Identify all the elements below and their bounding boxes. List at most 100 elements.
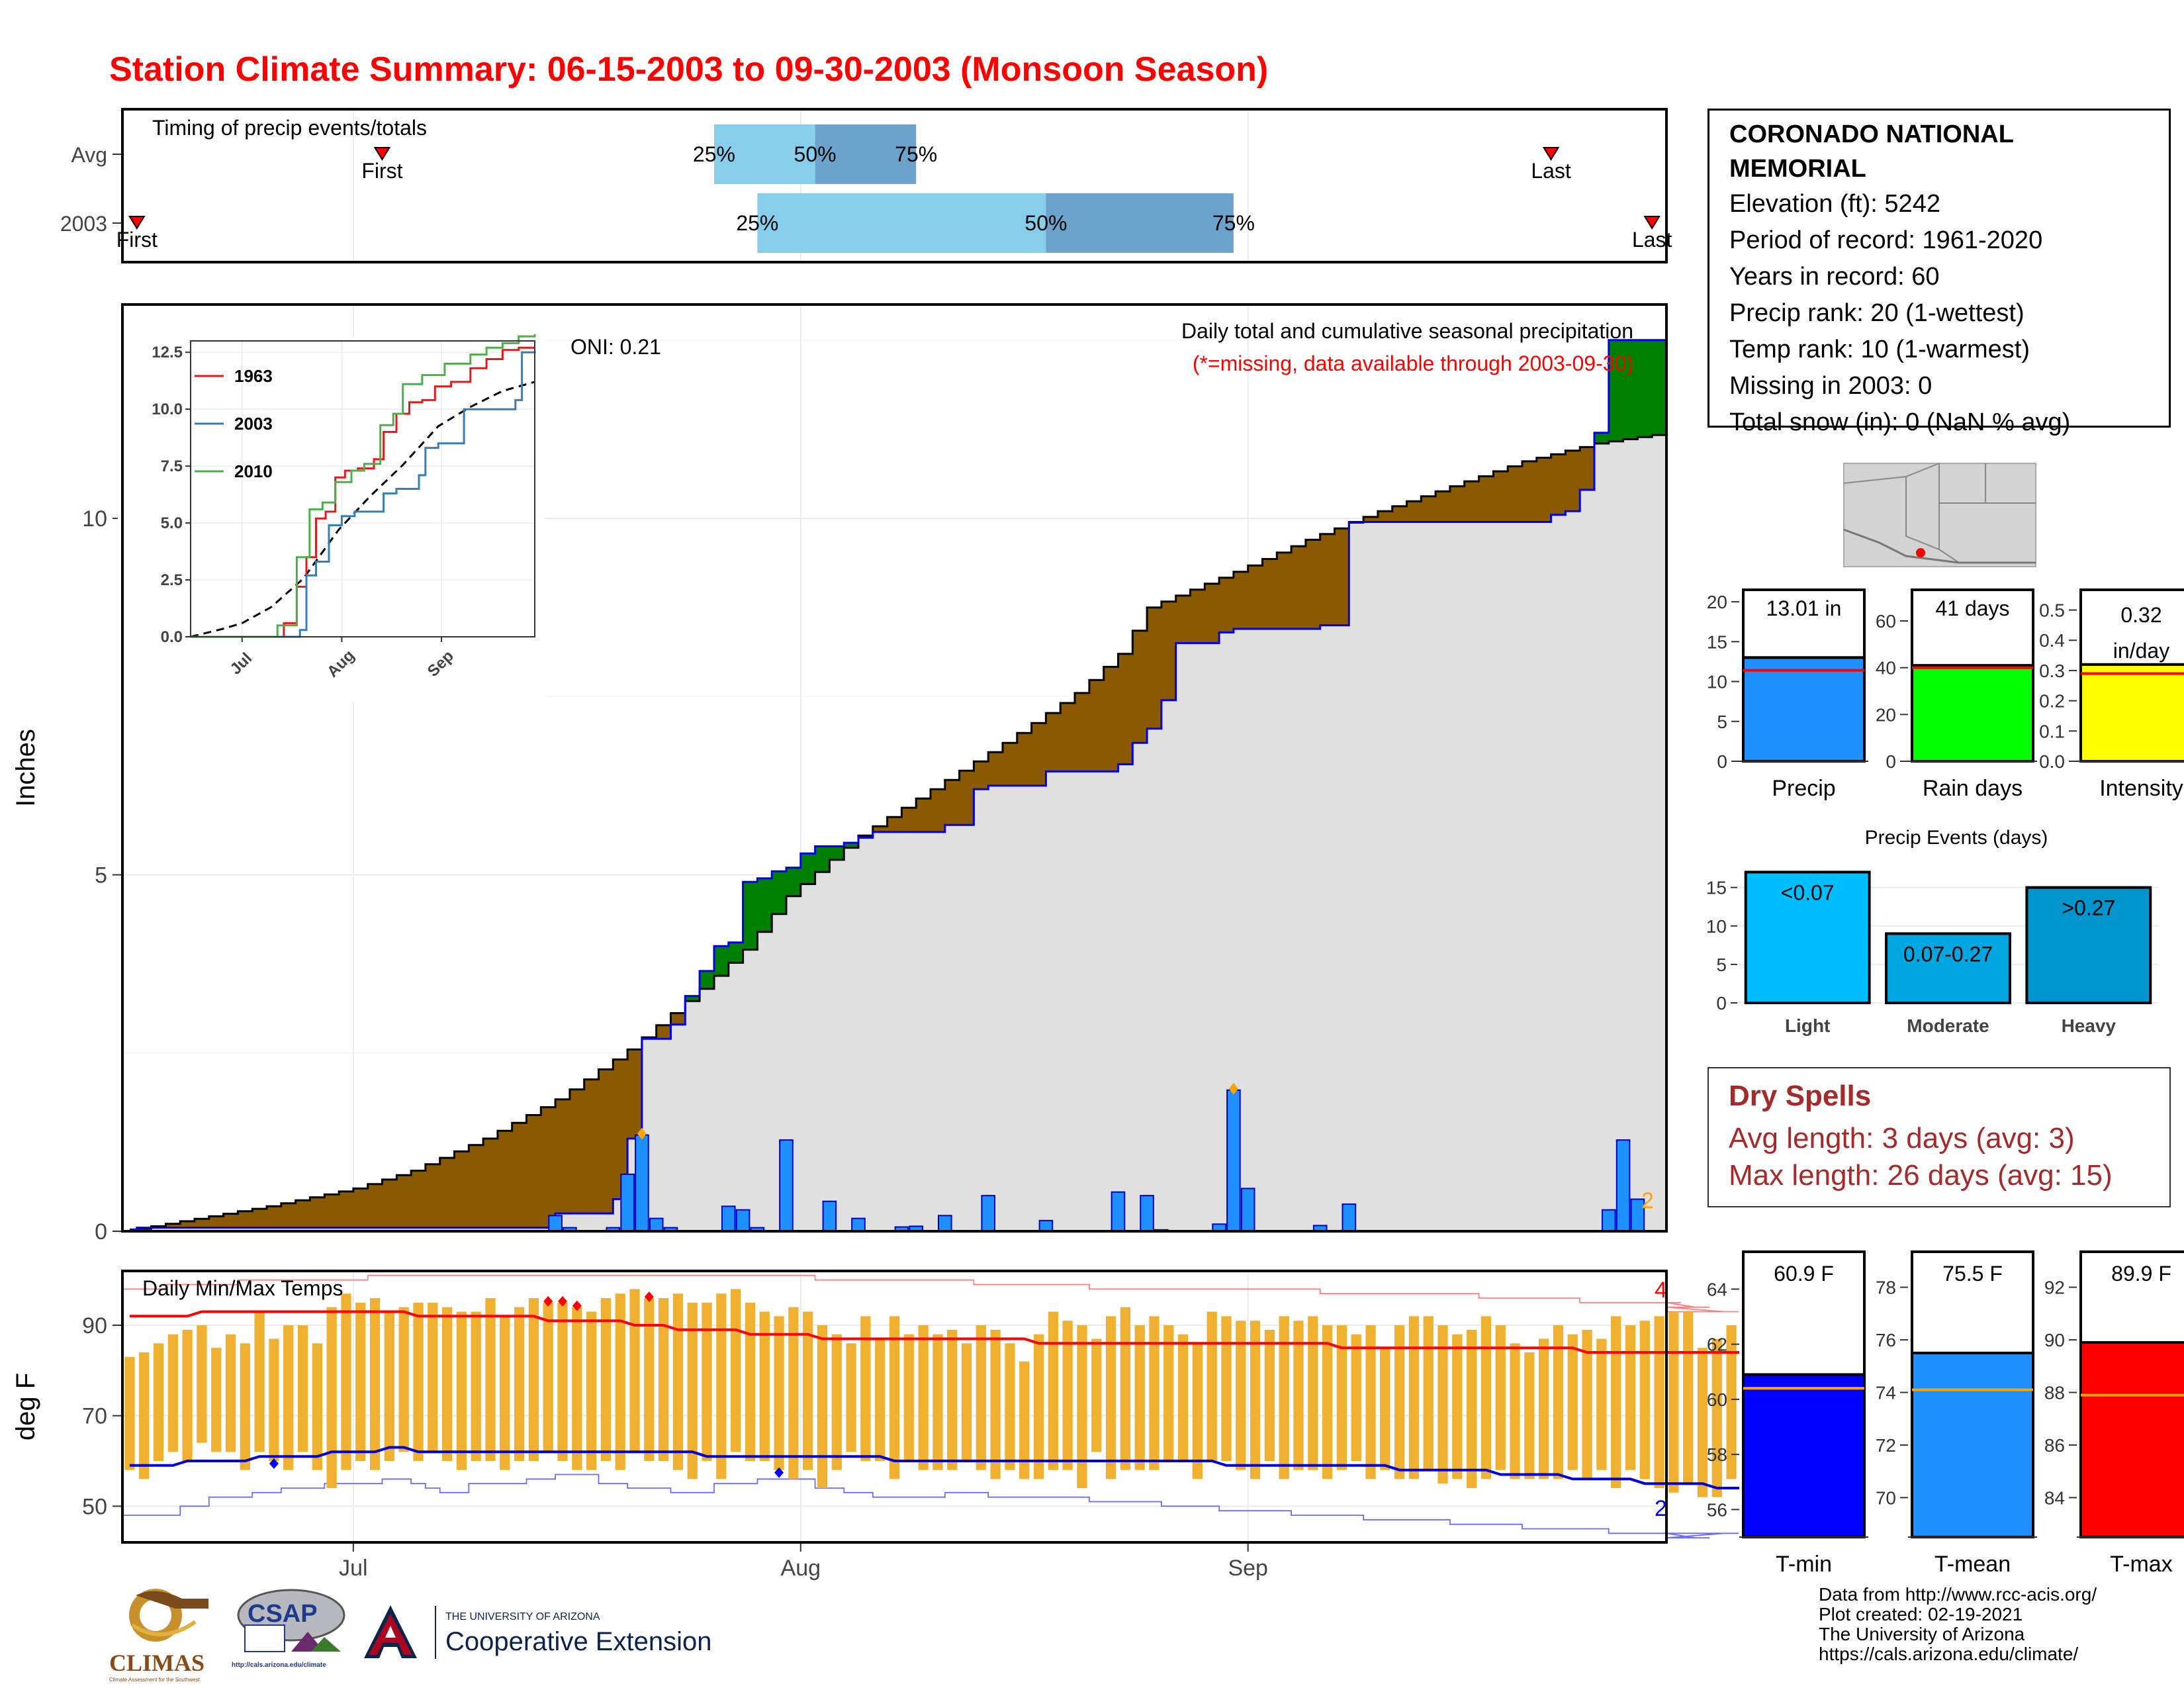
daily-precip-bar [1226, 1089, 1241, 1233]
daily-temp-bar [875, 1338, 886, 1461]
temp-xtick-label: Aug [781, 1556, 821, 1581]
precip-gauge-ytick-label: 20 [1707, 592, 1727, 612]
daily-precip-record-marker [637, 1127, 647, 1140]
tmin-gauge-ytick-label: 56 [1707, 1499, 1727, 1520]
timing-last-marker [1542, 147, 1560, 161]
csap-logo-subtext: http://cals.arizona.edu/climate [232, 1662, 326, 1669]
daily-precip-bar [779, 1139, 794, 1232]
daily-temp-bar [1510, 1343, 1520, 1479]
deficit-fill [1233, 571, 1249, 629]
daily-temp-bar [1005, 1343, 1015, 1470]
daily-temp-bar [1236, 1321, 1246, 1470]
daily-temp-bar [1611, 1316, 1621, 1488]
locator-station-dot [1916, 548, 1925, 557]
deficit-fill [1392, 506, 1408, 522]
surplus-fill [1608, 340, 1624, 442]
tmax-gauge-frame [2079, 1250, 2184, 1344]
precip-missing-count: 2 [1641, 1188, 1654, 1213]
daily-precip-bar [1342, 1203, 1357, 1232]
station-missing: Missing in 2003: 0 [1729, 372, 1933, 400]
tmean-gauge-ytick-label: 70 [1876, 1487, 1896, 1508]
daily-temp-bar [1553, 1325, 1564, 1479]
daily-temp-bar [947, 1329, 958, 1470]
deficit-fill [1147, 607, 1162, 729]
tmean-gauge-ytick-label: 74 [1876, 1383, 1896, 1403]
daily-temp-bar [1452, 1334, 1463, 1479]
deficit-fill [1017, 733, 1032, 786]
deficit-fill [1377, 511, 1393, 522]
daily-temp-bar [428, 1302, 438, 1452]
deficit-fill [1190, 589, 1205, 643]
deficit-fill [1508, 466, 1523, 522]
daily-temp-bar [1351, 1334, 1361, 1461]
timing-q50-label: 50% [1024, 211, 1067, 235]
daily-temp-bar [500, 1316, 510, 1470]
surplus-fill [757, 878, 772, 932]
tmean-gauge-category-label: T-mean [1934, 1552, 2011, 1577]
daily-temp-bar [1524, 1352, 1535, 1479]
tmean-gauge-value-bar [1911, 1351, 2034, 1538]
daily-temp-bar [586, 1311, 597, 1470]
daily-temp-bar [1279, 1316, 1289, 1479]
timing-q25-q50-bar [757, 193, 1046, 253]
daily-precip-bar [620, 1173, 635, 1233]
surplus-fill [713, 946, 729, 976]
daily-precip-bar [1240, 1188, 1255, 1233]
deficit-fill [1565, 450, 1580, 512]
deficit-fill [1406, 501, 1422, 522]
deficit-fill [382, 1179, 397, 1228]
surplus-fill [700, 970, 715, 989]
page-title: Station Climate Summary: 06-15-2003 to 0… [109, 50, 1269, 89]
precip-events-bar [1885, 932, 2011, 1004]
temp-ytick-label: 50 [82, 1494, 107, 1519]
daily-precip-bar [938, 1215, 952, 1233]
daily-temp-bar [182, 1329, 193, 1461]
surplus-fill [844, 843, 859, 848]
deficit-fill [1103, 667, 1119, 772]
daily-temp-bar [1149, 1316, 1160, 1470]
daily-temp-bar [1308, 1316, 1318, 1470]
climas-logo-subtext: Climate Assessment for the Southwest [109, 1677, 200, 1683]
timing-panel-label: Timing of precip events/totals [152, 116, 427, 140]
deficit-fill [1277, 552, 1292, 629]
daily-temp-bar [1467, 1329, 1477, 1488]
record-tmin-line [122, 1474, 1739, 1539]
daily-temp-bar [817, 1325, 828, 1488]
deficit-fill [598, 1069, 614, 1214]
daily-temp-bar [1394, 1325, 1405, 1479]
daily-temp-bar [1480, 1316, 1492, 1479]
precip-events-ytick-label: 15 [1706, 878, 1727, 898]
deficit-fill [1421, 496, 1436, 522]
deficit-fill [974, 761, 989, 790]
precip-events-ytick-label: 0 [1716, 993, 1727, 1013]
inset-legend-label: 1963 [234, 366, 273, 386]
daily-temp-bar [1495, 1325, 1506, 1470]
daily-temp-bar [918, 1325, 929, 1470]
inset-ytick-label: 2.5 [161, 571, 183, 589]
precip-y-axis-label: Inches [11, 729, 40, 807]
intensity-gauge-unit-label: in/day [2113, 639, 2169, 663]
daily-temp-bar [254, 1311, 265, 1452]
daily-temp-bar [860, 1316, 871, 1461]
surplus-fill [1623, 340, 1638, 440]
daily-temp-bar [269, 1338, 279, 1461]
surplus-fill [728, 942, 744, 963]
record-high-marker [558, 1295, 568, 1307]
deficit-fill [1435, 491, 1451, 522]
daily-precip-bar [1038, 1219, 1054, 1233]
daily-temp-bar [933, 1334, 943, 1470]
dry-spells-max: Max length: 26 days (avg: 15) [1729, 1159, 2113, 1192]
deficit-fill [396, 1175, 412, 1228]
deficit-fill [324, 1194, 340, 1228]
timing-first-label: First [361, 159, 402, 183]
timing-q50-q75-bar [815, 124, 917, 184]
daily-precip-record-marker [1228, 1082, 1238, 1095]
inset-ytick-label: 0.0 [161, 628, 183, 646]
ua-divider [435, 1606, 436, 1659]
tmin-gauge-ytick-label: 58 [1707, 1444, 1727, 1465]
deficit-fill [1551, 454, 1566, 515]
avg-tmax-line [129, 1310, 1746, 1354]
record-high-marker [572, 1300, 582, 1311]
intensity-gauge-ytick-label: 0.3 [2039, 661, 2065, 681]
deficit-fill [425, 1164, 441, 1228]
